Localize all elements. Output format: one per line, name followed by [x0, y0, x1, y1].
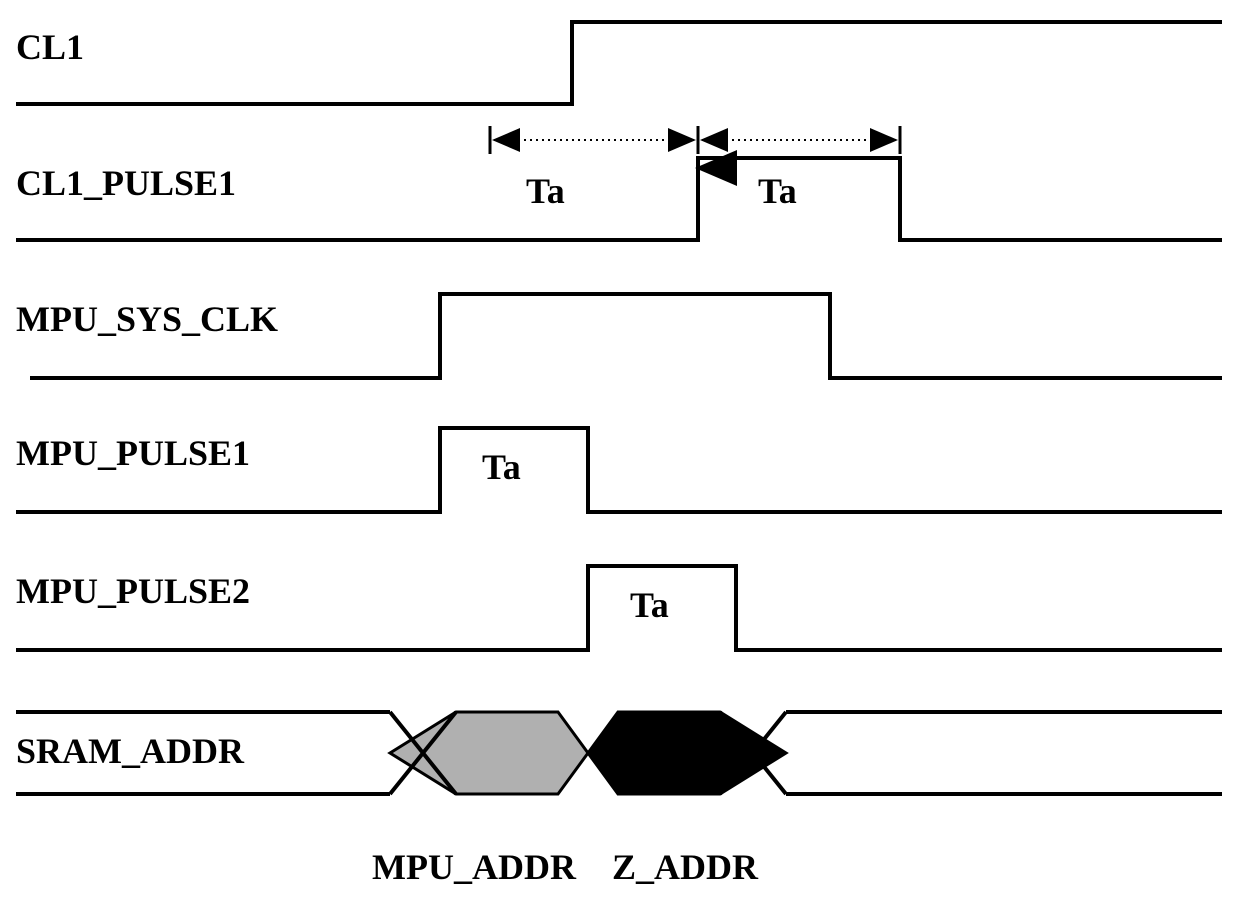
- mpu-pulse2-label: MPU_PULSE2: [16, 570, 250, 612]
- cl1-wave: [16, 22, 1222, 104]
- z-addr-footer: Z_ADDR: [612, 846, 758, 888]
- cl1-label: CL1: [16, 26, 84, 68]
- ta1-label: Ta: [526, 170, 565, 212]
- mpu-addr-footer: MPU_ADDR: [372, 846, 576, 888]
- sram-addr-label: SRAM_ADDR: [16, 730, 244, 772]
- mpu-pulse1-ta-label: Ta: [482, 446, 521, 488]
- cl1-pulse1-label: CL1_PULSE1: [16, 162, 236, 204]
- ta2-label: Ta: [758, 170, 797, 212]
- timing-diagram: CL1 CL1_PULSE1 MPU_SYS_CLK MPU_PULSE1 MP…: [10, 10, 1230, 902]
- mpu-sys-clk-label: MPU_SYS_CLK: [16, 298, 278, 340]
- mpu-pulse1-label: MPU_PULSE1: [16, 432, 250, 474]
- mpu-pulse2-ta-label: Ta: [630, 584, 669, 626]
